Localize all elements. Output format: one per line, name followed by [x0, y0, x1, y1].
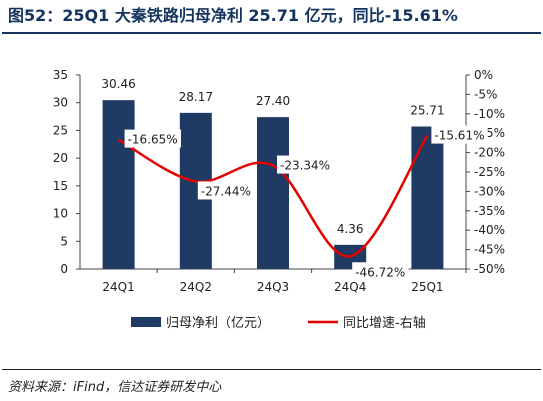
left-tick-label: 35 — [53, 68, 68, 82]
right-tick-label: -45% — [474, 243, 505, 257]
right-tick-label: -10% — [474, 107, 505, 121]
source-divider — [2, 369, 541, 370]
line-value-label: -16.65% — [128, 133, 178, 147]
x-tick-label: 24Q2 — [180, 280, 212, 294]
line-label-box — [431, 125, 488, 144]
legend-bar-label: 归母净利（亿元） — [166, 316, 270, 331]
chart-title: 图52：25Q1 大秦铁路归母净利 25.71 亿元，同比-15.61% — [8, 6, 458, 25]
line-value-label: -15.61% — [434, 129, 484, 143]
source-note: 资料来源：iFind，信达证券研发中心 — [8, 380, 222, 395]
right-tick-label: -30% — [474, 184, 505, 198]
left-tick-label: 5 — [60, 234, 68, 248]
right-tick-label: -40% — [474, 223, 505, 237]
bar-value-label: 25.71 — [410, 103, 444, 117]
left-tick-label: 25 — [53, 123, 68, 137]
line-label-box — [277, 155, 334, 174]
left-tick-label: 0 — [60, 262, 68, 276]
left-tick-label: 30 — [53, 96, 68, 110]
line-label-box — [197, 181, 255, 200]
left-tick-label: 15 — [53, 179, 68, 193]
bar — [257, 117, 289, 269]
legend: 归母净利（亿元） 同比增速-右轴 — [131, 316, 426, 331]
left-tick-label: 10 — [53, 207, 68, 221]
line-value-label: -23.34% — [280, 159, 330, 173]
x-tick-label: 24Q3 — [257, 280, 289, 294]
right-tick-label: -20% — [474, 146, 505, 160]
bar-value-label: 4.36 — [337, 222, 364, 236]
line-label-box — [124, 129, 181, 148]
bar-value-label: 28.17 — [179, 90, 213, 104]
line-label-box — [352, 262, 409, 281]
bar — [411, 126, 444, 270]
x-tick-label: 25Q1 — [411, 280, 443, 294]
right-tick-label: -35% — [474, 204, 505, 218]
legend-bar-swatch — [131, 317, 161, 327]
line-value-label: -46.72% — [355, 265, 405, 279]
data-labels: 30.46 28.17 27.40 4.36 25.71 -16.65% -27.44% -2… — [101, 77, 488, 281]
right-tick-label: -50% — [474, 262, 505, 276]
line-value-label: -27.44% — [201, 184, 251, 198]
right-tick-label: 0% — [474, 68, 493, 82]
x-tick-label: 24Q1 — [102, 280, 134, 294]
right-tick-label: -25% — [474, 165, 505, 179]
bar-series — [102, 100, 444, 270]
right-tick-label: -5% — [474, 87, 497, 101]
legend-line-label: 同比增速-右轴 — [343, 316, 426, 331]
x-tick-label: 24Q4 — [334, 280, 366, 294]
title-divider — [2, 32, 541, 34]
left-tick-label: 20 — [53, 151, 68, 165]
bar-value-label: 27.40 — [256, 94, 290, 108]
axes: 0 5 10 15 20 25 30 35 -50% -45% -40% -35% -30% -25% -2… — [53, 68, 505, 294]
bar — [102, 100, 135, 269]
chart: 0 5 10 15 20 25 30 35 -50% -45% -40% -35% -30% -25% -2… — [53, 68, 505, 331]
bar-value-label: 30.46 — [101, 77, 135, 91]
